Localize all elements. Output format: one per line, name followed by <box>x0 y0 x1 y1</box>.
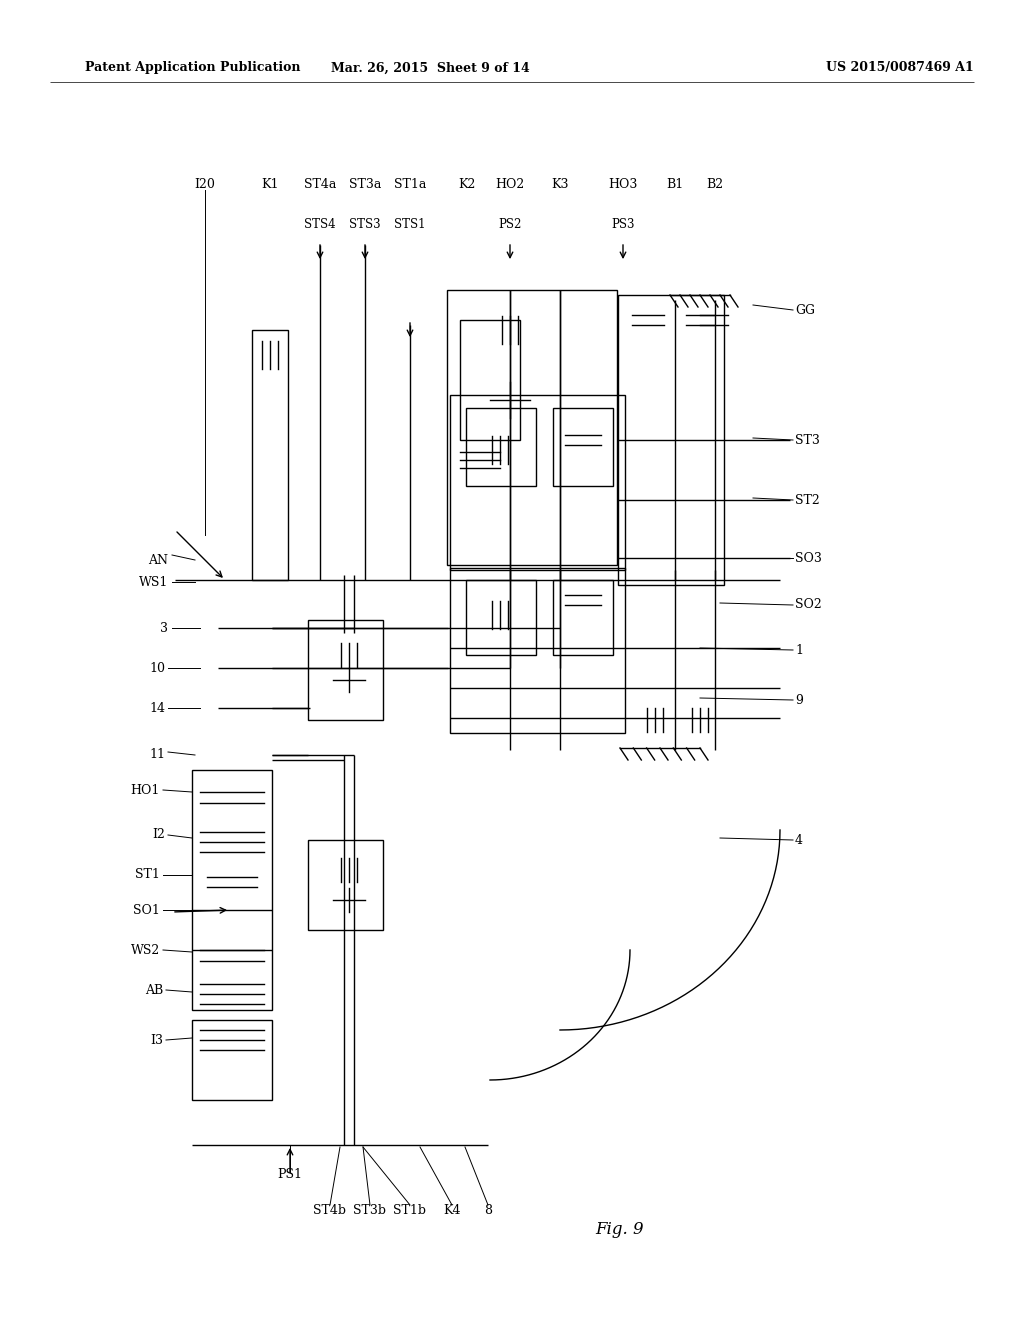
Text: 4: 4 <box>795 833 803 846</box>
Bar <box>447 290 617 565</box>
Text: STS3: STS3 <box>349 219 381 231</box>
Text: ST3a: ST3a <box>349 178 381 191</box>
Text: B1: B1 <box>667 178 684 191</box>
Text: STS1: STS1 <box>394 219 426 231</box>
Text: AB: AB <box>144 983 163 997</box>
Bar <box>460 319 520 440</box>
Text: ST1a: ST1a <box>394 178 426 191</box>
Text: 8: 8 <box>484 1204 492 1217</box>
Text: US 2015/0087469 A1: US 2015/0087469 A1 <box>826 62 974 74</box>
Bar <box>252 330 288 579</box>
Text: ST3b: ST3b <box>353 1204 386 1217</box>
Bar <box>308 840 383 931</box>
Bar <box>618 294 724 585</box>
Text: 1: 1 <box>795 644 803 656</box>
Bar <box>193 770 272 1010</box>
Text: AN: AN <box>148 553 168 566</box>
Text: ST1: ST1 <box>135 869 160 882</box>
Text: 10: 10 <box>150 661 165 675</box>
Text: K1: K1 <box>261 178 279 191</box>
Text: ST1b: ST1b <box>393 1204 427 1217</box>
Text: STS4: STS4 <box>304 219 336 231</box>
Text: K3: K3 <box>551 178 568 191</box>
Text: HO1: HO1 <box>131 784 160 796</box>
Bar <box>450 568 625 733</box>
Text: PS1: PS1 <box>278 1168 302 1181</box>
Text: 9: 9 <box>795 693 803 706</box>
Bar <box>466 408 536 486</box>
Text: ST2: ST2 <box>795 494 820 507</box>
Text: SO3: SO3 <box>795 552 822 565</box>
Text: HO3: HO3 <box>608 178 638 191</box>
Text: ST4a: ST4a <box>304 178 336 191</box>
Text: SO2: SO2 <box>795 598 821 611</box>
Text: PS2: PS2 <box>499 219 521 231</box>
Text: Mar. 26, 2015  Sheet 9 of 14: Mar. 26, 2015 Sheet 9 of 14 <box>331 62 529 74</box>
Text: I3: I3 <box>150 1034 163 1047</box>
Text: K4: K4 <box>443 1204 461 1217</box>
Text: B2: B2 <box>707 178 724 191</box>
Bar <box>553 579 613 655</box>
Text: I20: I20 <box>195 178 215 191</box>
Bar <box>450 395 625 570</box>
Text: WS2: WS2 <box>131 944 160 957</box>
Text: WS1: WS1 <box>138 576 168 589</box>
Text: 11: 11 <box>150 748 165 762</box>
Bar <box>466 579 536 655</box>
Text: K2: K2 <box>459 178 476 191</box>
Text: ST3: ST3 <box>795 433 820 446</box>
Bar <box>553 408 613 486</box>
Text: ST4b: ST4b <box>313 1204 346 1217</box>
Text: Patent Application Publication: Patent Application Publication <box>85 62 300 74</box>
Text: SO1: SO1 <box>133 903 160 916</box>
Text: I2: I2 <box>153 829 165 842</box>
Text: 3: 3 <box>160 622 168 635</box>
Bar <box>193 1020 272 1100</box>
Text: 14: 14 <box>150 701 165 714</box>
Text: Fig. 9: Fig. 9 <box>596 1221 644 1238</box>
Text: HO2: HO2 <box>496 178 524 191</box>
Bar <box>308 620 383 719</box>
Text: GG: GG <box>795 304 815 317</box>
Text: PS3: PS3 <box>611 219 635 231</box>
